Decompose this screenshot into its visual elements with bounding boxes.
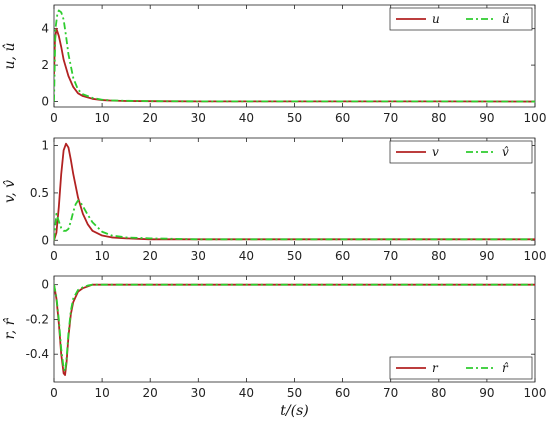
x-tick-label: 50 bbox=[287, 386, 302, 400]
y-axis-label: u, û bbox=[2, 43, 18, 70]
legend-label-1: u bbox=[432, 12, 440, 26]
x-tick-label: 0 bbox=[50, 386, 58, 400]
x-tick-label: 40 bbox=[239, 249, 254, 263]
x-tick-label: 20 bbox=[143, 386, 158, 400]
x-tick-label: 80 bbox=[431, 111, 446, 125]
x-tick-label: 10 bbox=[94, 111, 109, 125]
y-tick-label: 0 bbox=[41, 95, 49, 109]
x-tick-label: 40 bbox=[239, 111, 254, 125]
y-tick-label: 1 bbox=[41, 139, 49, 153]
x-tick-label: 60 bbox=[335, 386, 350, 400]
x-tick-label: 50 bbox=[287, 111, 302, 125]
x-tick-label: 20 bbox=[143, 111, 158, 125]
x-tick-label: 40 bbox=[239, 386, 254, 400]
y-tick-label: 4 bbox=[41, 22, 49, 36]
x-tick-label: 30 bbox=[191, 249, 206, 263]
x-axis-label: t/(s) bbox=[280, 403, 308, 419]
y-axis-label: v, v̂ bbox=[2, 180, 18, 203]
x-tick-label: 80 bbox=[431, 249, 446, 263]
x-tick-label: 60 bbox=[335, 249, 350, 263]
x-tick-label: 30 bbox=[191, 386, 206, 400]
x-tick-label: 70 bbox=[383, 386, 398, 400]
x-tick-label: 70 bbox=[383, 111, 398, 125]
legend-label-2: r̂ bbox=[502, 361, 509, 375]
legend-label-2: v̂ bbox=[502, 145, 509, 159]
y-tick-label: 0 bbox=[41, 233, 49, 247]
x-tick-label: 0 bbox=[50, 249, 58, 263]
series-line-2 bbox=[54, 199, 535, 241]
legend: v v̂ bbox=[389, 140, 533, 164]
legend-box bbox=[389, 7, 533, 31]
legend-label-2: û bbox=[502, 12, 510, 26]
x-tick-label: 60 bbox=[335, 111, 350, 125]
legend-label-1: r bbox=[432, 361, 439, 375]
x-tick-label: 0 bbox=[50, 111, 58, 125]
series-line-2 bbox=[54, 283, 535, 373]
x-tick-label: 10 bbox=[94, 249, 109, 263]
x-tick-label: 50 bbox=[287, 249, 302, 263]
y-tick-label: -0.4 bbox=[26, 347, 49, 361]
x-tick-label: 90 bbox=[479, 386, 494, 400]
x-tick-label: 90 bbox=[479, 111, 494, 125]
legend-label-1: v bbox=[432, 145, 439, 159]
series-line-2 bbox=[54, 9, 535, 103]
x-tick-label: 100 bbox=[524, 111, 547, 125]
subplot-3: 0 10 20 30 40 50 60 70 80 90 100 -0.4 -0.2 0 r, r̂ t/(s… bbox=[2, 275, 547, 419]
y-axis-label: r, r̂ bbox=[2, 317, 18, 339]
x-tick-label: 80 bbox=[431, 386, 446, 400]
x-tick-label: 100 bbox=[524, 386, 547, 400]
y-tick-label: 2 bbox=[41, 58, 49, 72]
y-tick-label: 0 bbox=[41, 278, 49, 292]
series-line-1 bbox=[54, 142, 535, 241]
x-tick-label: 70 bbox=[383, 249, 398, 263]
subplot-2: 0 10 20 30 40 50 60 70 80 90 100 0 0.5 1 v, v̂ v v̂ bbox=[2, 137, 547, 263]
x-tick-label: 90 bbox=[479, 249, 494, 263]
series-line-1 bbox=[54, 27, 535, 103]
x-tick-label: 10 bbox=[94, 386, 109, 400]
x-tick-label: 100 bbox=[524, 249, 547, 263]
legend: r r̂ bbox=[389, 356, 533, 380]
x-tick-label: 30 bbox=[191, 111, 206, 125]
legend-box bbox=[389, 356, 533, 380]
y-tick-label: -0.2 bbox=[26, 312, 49, 326]
legend-box bbox=[389, 140, 533, 164]
x-tick-label: 20 bbox=[143, 249, 158, 263]
y-tick-label: 0.5 bbox=[30, 186, 49, 200]
